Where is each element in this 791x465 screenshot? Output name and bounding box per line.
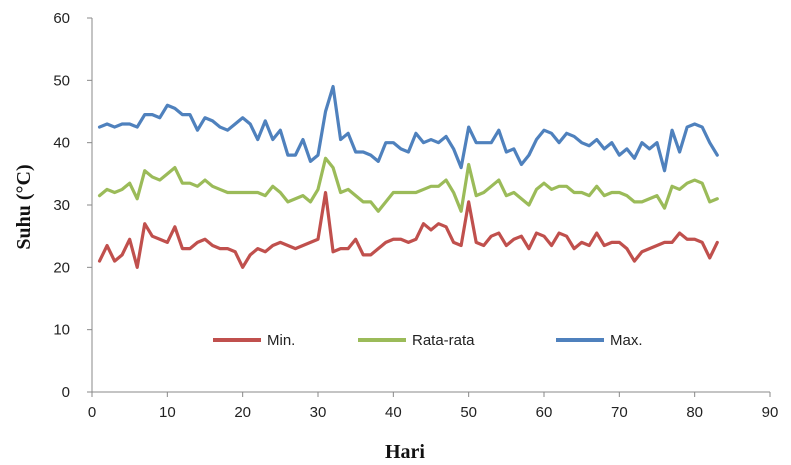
series-line-0 — [97, 190, 719, 269]
y-tick-label: 30 — [53, 197, 70, 214]
legend: Min. Rata-rata Max. — [213, 332, 643, 349]
legend-label: Max. — [610, 332, 643, 349]
series-line-1 — [97, 156, 719, 213]
y-tick-label: 50 — [53, 72, 70, 89]
y-tick-label: 20 — [53, 259, 70, 276]
y-tick-label: 40 — [53, 135, 70, 152]
x-tick-label: 20 — [234, 404, 251, 421]
legend-label: Rata-rata — [412, 332, 475, 349]
x-tick-label: 30 — [310, 404, 327, 421]
legend-label: Min. — [267, 332, 295, 349]
x-tick-label: 0 — [88, 404, 96, 421]
y-axis-title: Suhu (°C) — [13, 164, 35, 249]
plot-area — [97, 84, 719, 269]
y-tick-label: 0 — [62, 384, 70, 401]
x-tick-label: 60 — [536, 404, 553, 421]
y-tick-label: 60 — [53, 10, 70, 27]
x-tick-label: 90 — [762, 404, 779, 421]
series-line-2 — [97, 84, 719, 173]
y-axis-ticks: 0 10 20 30 40 50 60 — [53, 10, 92, 401]
y-tick-label: 10 — [53, 322, 70, 339]
x-axis-ticks: 0 10 20 30 40 50 60 70 80 90 — [88, 392, 779, 421]
x-tick-label: 50 — [460, 404, 477, 421]
x-tick-label: 80 — [686, 404, 703, 421]
x-tick-label: 10 — [159, 404, 176, 421]
x-tick-label: 70 — [611, 404, 628, 421]
x-tick-label: 40 — [385, 404, 402, 421]
x-axis-title: Hari — [385, 441, 425, 463]
